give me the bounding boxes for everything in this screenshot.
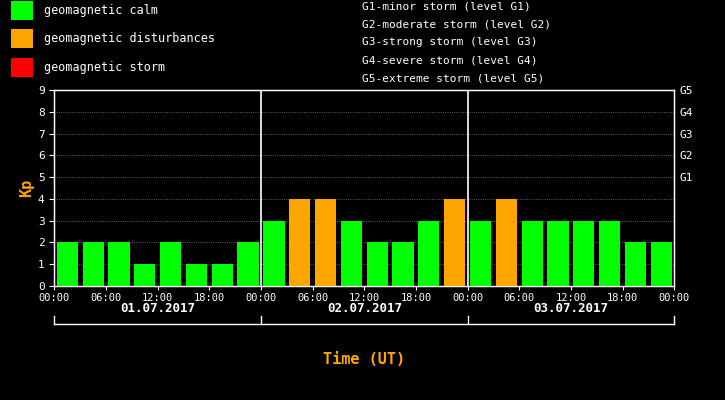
- Bar: [367, 242, 388, 286]
- Bar: [625, 242, 646, 286]
- Text: G3-strong storm (level G3): G3-strong storm (level G3): [362, 37, 538, 47]
- FancyBboxPatch shape: [11, 1, 33, 20]
- Text: G2-moderate storm (level G2): G2-moderate storm (level G2): [362, 19, 552, 29]
- Bar: [470, 221, 491, 286]
- Text: 03.07.2017: 03.07.2017: [534, 302, 608, 315]
- Text: geomagnetic storm: geomagnetic storm: [44, 60, 165, 74]
- Text: G4-severe storm (level G4): G4-severe storm (level G4): [362, 55, 538, 65]
- Bar: [341, 221, 362, 286]
- Bar: [496, 199, 517, 286]
- Bar: [599, 221, 621, 286]
- Bar: [651, 242, 672, 286]
- Bar: [573, 221, 594, 286]
- Text: G5-extreme storm (level G5): G5-extreme storm (level G5): [362, 73, 544, 83]
- Bar: [315, 199, 336, 286]
- Text: Time (UT): Time (UT): [323, 352, 405, 367]
- Bar: [521, 221, 543, 286]
- Bar: [212, 264, 233, 286]
- Bar: [134, 264, 155, 286]
- Bar: [289, 199, 310, 286]
- FancyBboxPatch shape: [11, 58, 33, 76]
- Text: 01.07.2017: 01.07.2017: [120, 302, 195, 315]
- Bar: [186, 264, 207, 286]
- Bar: [238, 242, 259, 286]
- Text: geomagnetic calm: geomagnetic calm: [44, 4, 157, 17]
- Bar: [83, 242, 104, 286]
- Bar: [160, 242, 181, 286]
- Bar: [392, 242, 414, 286]
- Bar: [57, 242, 78, 286]
- Bar: [418, 221, 439, 286]
- Text: 02.07.2017: 02.07.2017: [327, 302, 402, 315]
- FancyBboxPatch shape: [11, 29, 33, 48]
- Text: G1-minor storm (level G1): G1-minor storm (level G1): [362, 1, 531, 11]
- Bar: [547, 221, 568, 286]
- Bar: [263, 221, 284, 286]
- Y-axis label: Kp: Kp: [19, 179, 34, 197]
- Text: geomagnetic disturbances: geomagnetic disturbances: [44, 32, 215, 45]
- Bar: [444, 199, 465, 286]
- Bar: [108, 242, 130, 286]
